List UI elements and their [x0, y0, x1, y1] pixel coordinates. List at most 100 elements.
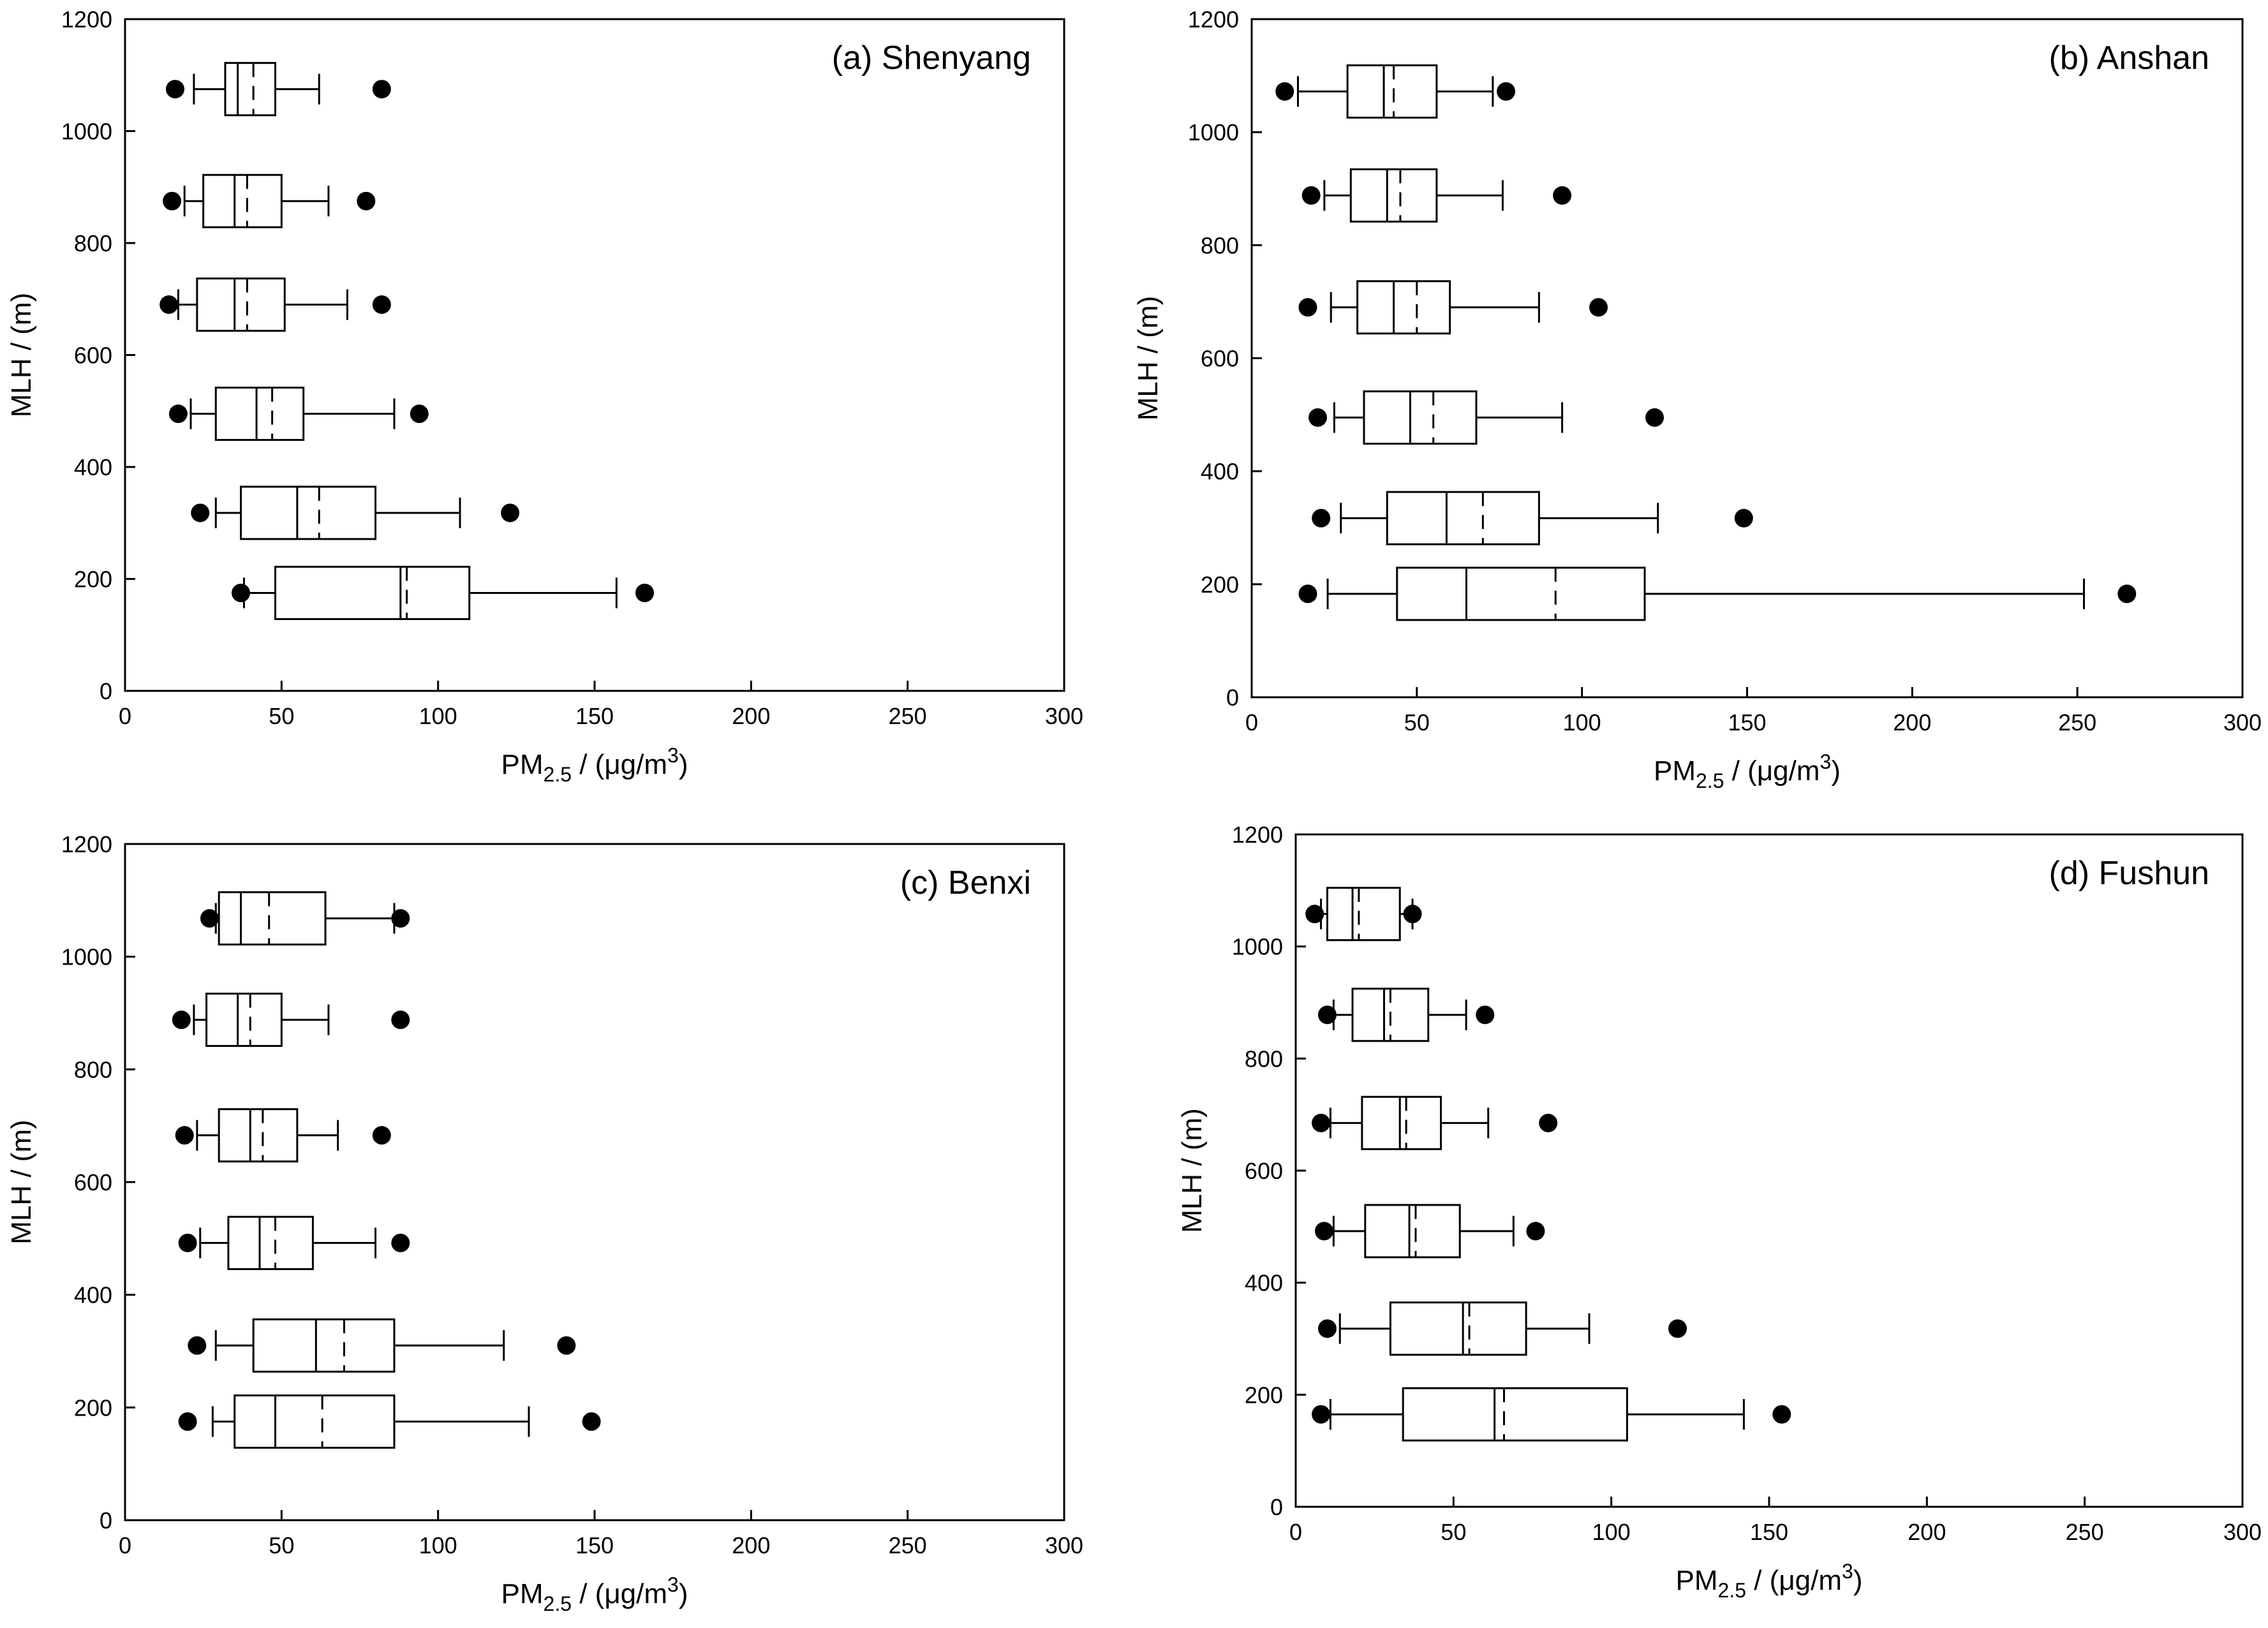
outlier-point-high [357, 191, 376, 211]
x-axis-label-sub: 2.5 [544, 1592, 572, 1615]
outlier-point-low [191, 503, 210, 522]
x-axis-label-sup: 3 [1820, 750, 1832, 773]
x-axis-label-end: ) [679, 1578, 688, 1610]
x-tick-label: 0 [119, 703, 131, 729]
x-axis-label-end: ) [1831, 755, 1841, 787]
iqr-box [224, 62, 277, 117]
iqr-box [227, 1215, 314, 1270]
outlier-point-low [178, 1412, 197, 1431]
x-tick-label: 200 [1893, 709, 1931, 736]
boxplot [159, 278, 391, 332]
y-tick-label: 800 [1245, 1046, 1283, 1072]
x-tick-label: 300 [2223, 709, 2262, 736]
iqr-box [205, 993, 283, 1047]
iqr-box [1386, 491, 1540, 545]
y-tick-label: 600 [74, 343, 112, 369]
iqr-box [274, 565, 471, 620]
boxplot [1301, 168, 1572, 223]
outlier-point-low [1312, 508, 1331, 528]
boxplot [163, 174, 376, 228]
outlier-point-low [178, 1233, 197, 1252]
outlier-point-low [1308, 408, 1328, 427]
y-tick-label: 0 [1226, 685, 1239, 711]
outlier-point-low [1315, 1222, 1334, 1241]
x-tick-label: 300 [1045, 1532, 1083, 1558]
y-tick-label: 400 [1245, 1270, 1283, 1296]
outlier-point-low [1298, 584, 1317, 603]
y-axis-label: MLH / (m) [1176, 1108, 1208, 1233]
outlier-point-high [1553, 186, 1572, 205]
boxplot [232, 565, 655, 620]
outlier-point-low [168, 404, 188, 424]
outlier-point-high [582, 1412, 601, 1431]
x-tick-label: 0 [119, 1532, 131, 1558]
y-axis-label: MLH / (m) [6, 1120, 37, 1245]
panel-title: (c) Benxi [900, 864, 1031, 901]
outlier-point-high [1476, 1005, 1495, 1025]
outlier-point-high [391, 909, 410, 928]
x-axis-label-main: PM [1654, 755, 1696, 787]
outlier-point-low [166, 80, 185, 99]
outlier-point-low [1312, 1113, 1331, 1132]
boxplot [166, 62, 391, 117]
y-tick-label: 1000 [1188, 119, 1239, 145]
boxplot [1315, 1204, 1545, 1259]
x-axis-label-main: PM [501, 749, 544, 780]
y-tick-label: 200 [1201, 572, 1239, 598]
y-tick-label: 1200 [61, 831, 112, 857]
x-axis-label-main: PM [1676, 1565, 1718, 1596]
chart-panel-2: 0 50 100 150 200 250 300 0 200 400 600 800 1000 1200 (… [1132, 6, 2262, 792]
y-tick-label: 1200 [1232, 822, 1283, 848]
x-tick-label: 50 [1441, 1519, 1466, 1545]
boxplot [200, 891, 410, 946]
outlier-point-high [372, 295, 391, 314]
iqr-box [233, 1394, 396, 1449]
outlier-point-high [372, 80, 391, 99]
x-tick-label: 150 [1750, 1519, 1788, 1545]
chart-panel-3: 0 50 100 150 200 250 300 0 200 400 600 800 1000 1200 (… [6, 831, 1083, 1615]
iqr-box [1346, 64, 1438, 119]
y-tick-label: 600 [1201, 346, 1239, 372]
x-axis-label-sup: 3 [667, 744, 679, 767]
outlier-point-high [1497, 82, 1516, 101]
x-tick-label: 250 [2066, 1519, 2104, 1545]
boxplot [178, 1215, 410, 1270]
boxplot [1305, 887, 1422, 942]
x-tick-label: 100 [419, 1532, 457, 1558]
y-tick-label: 0 [1270, 1494, 1283, 1520]
x-axis-label-mid: / (μg/m [1746, 1565, 1842, 1596]
x-axis-label-mid: / (μg/m [572, 749, 667, 780]
x-axis-label-sup: 3 [667, 1573, 679, 1596]
x-tick-label: 150 [575, 1532, 614, 1558]
x-tick-label: 250 [889, 703, 927, 729]
outlier-point-low [1312, 1405, 1331, 1424]
x-tick-label: 100 [1592, 1519, 1631, 1545]
x-axis-label-sup: 3 [1842, 1560, 1853, 1583]
boxplot [191, 485, 520, 540]
iqr-box [1364, 1204, 1461, 1259]
outlier-point-low [1317, 1319, 1337, 1338]
y-tick-label: 800 [74, 230, 112, 256]
outlier-point-high [501, 503, 520, 522]
y-tick-label: 600 [1245, 1158, 1283, 1184]
boxplot [168, 387, 429, 441]
boxplot [1312, 491, 1753, 545]
outlier-point-high [391, 1233, 410, 1252]
x-tick-label: 300 [2223, 1519, 2262, 1545]
outlier-point-low [159, 295, 179, 314]
x-axis-label-end: ) [1853, 1565, 1863, 1596]
boxplot [1312, 1387, 1791, 1442]
outlier-point-low [163, 191, 182, 211]
y-tick-label: 800 [74, 1056, 112, 1083]
iqr-box [252, 1318, 396, 1373]
outlier-point-low [1317, 1005, 1337, 1025]
boxplot [1308, 390, 1664, 445]
boxplot [1317, 988, 1495, 1042]
outlier-point-high [391, 1010, 410, 1030]
outlier-point-low [188, 1336, 207, 1355]
x-tick-label: 100 [1563, 709, 1601, 736]
outlier-point-low [200, 909, 219, 928]
iqr-box [1363, 390, 1478, 445]
chart-panel-4: 0 50 100 150 200 250 300 0 200 400 600 800 1000 1200 (… [1176, 822, 2262, 1602]
boxplot [178, 1394, 601, 1449]
